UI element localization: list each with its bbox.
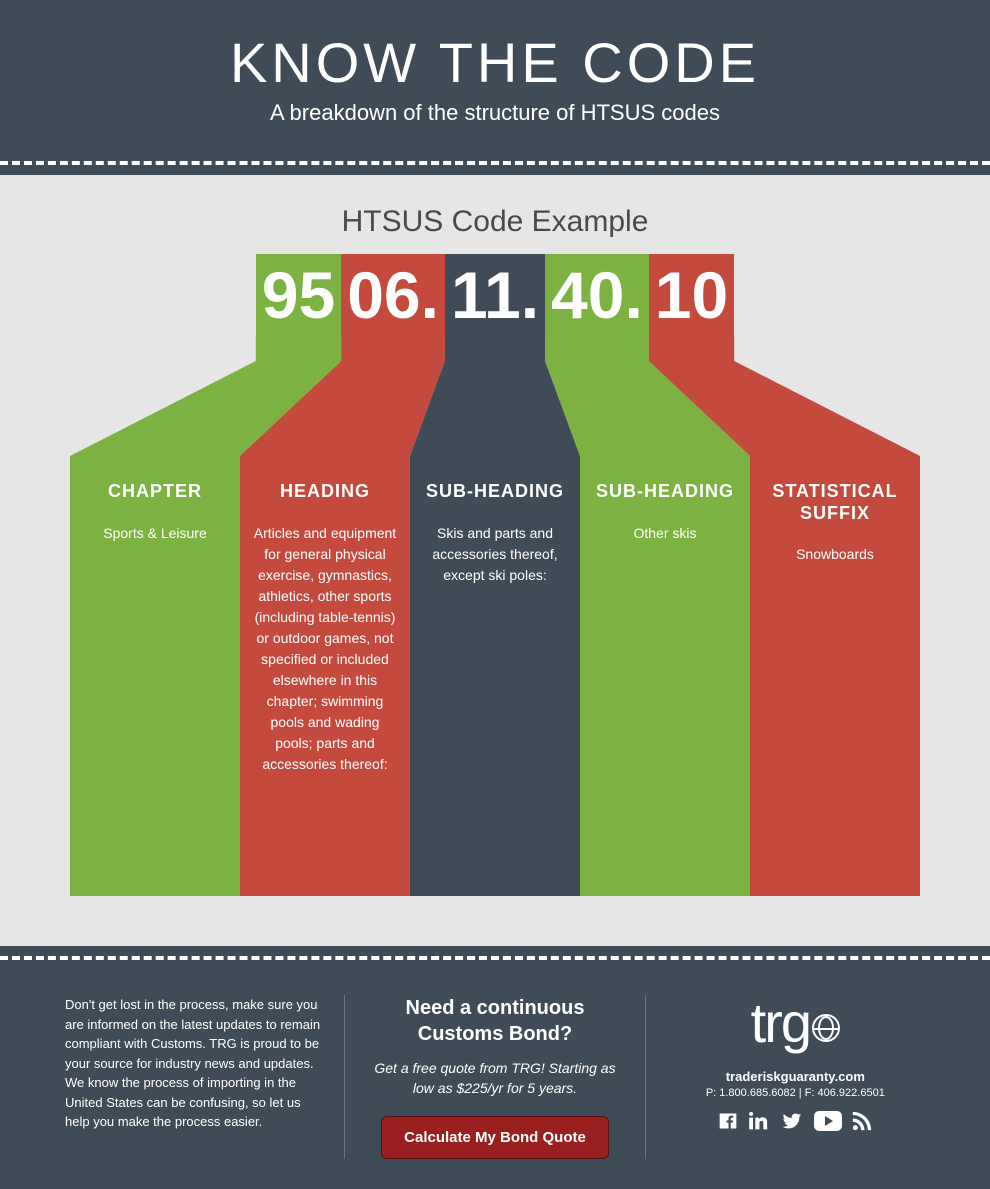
page-footer: Don't get lost in the process, make sure… — [0, 970, 990, 1189]
code-segment-1: 06. — [341, 254, 445, 336]
footer-cta-title: Need a continuous Customs Bond? — [365, 995, 624, 1047]
column-description: Sports & Leisure — [82, 523, 228, 544]
footer-cta-section: Need a continuous Customs Bond? Get a fr… — [344, 995, 645, 1159]
globe-icon — [812, 1014, 840, 1042]
breakdown-column-4: STATISTICAL SUFFIX Snowboards — [750, 456, 920, 896]
divider-top — [0, 151, 990, 175]
breakdown-column-3: SUB-HEADING Other skis — [580, 456, 750, 896]
column-title: HEADING — [252, 481, 398, 503]
code-segment-3: 40. — [545, 254, 649, 336]
divider-bottom — [0, 946, 990, 970]
linkedin-icon[interactable] — [748, 1111, 770, 1137]
main-content: HTSUS Code Example 9506.11.40.10 CHAPTER… — [0, 175, 990, 946]
footer-about: Don't get lost in the process, make sure… — [45, 995, 344, 1159]
footer-contact: P: 1.800.685.6082 | F: 406.922.6501 — [666, 1087, 925, 1099]
page-header: KNOW THE CODE A breakdown of the structu… — [0, 0, 990, 151]
column-description: Skis and parts and accessories thereof, … — [422, 523, 568, 586]
calculate-quote-button[interactable]: Calculate My Bond Quote — [381, 1116, 609, 1159]
column-description: Articles and equipment for general physi… — [252, 523, 398, 775]
page-title: KNOW THE CODE — [0, 30, 990, 95]
footer-brand: trg traderiskguaranty.com P: 1.800.685.6… — [646, 995, 945, 1159]
twitter-icon[interactable] — [780, 1111, 804, 1137]
rss-icon[interactable] — [852, 1111, 872, 1137]
social-icons — [666, 1111, 925, 1137]
connector-graphics — [70, 336, 920, 456]
breakdown-columns: CHAPTER Sports & Leisure HEADING Articles a… — [70, 456, 920, 896]
breakdown-column-1: HEADING Articles and equipment for genera… — [240, 456, 410, 896]
code-segment-0: 95 — [256, 254, 341, 336]
column-title: CHAPTER — [82, 481, 228, 503]
footer-about-text: Don't get lost in the process, make sure… — [65, 995, 324, 1132]
column-title: STATISTICAL SUFFIX — [762, 481, 908, 524]
column-description: Other skis — [592, 523, 738, 544]
page-subtitle: A breakdown of the structure of HTSUS co… — [0, 100, 990, 126]
youtube-icon[interactable] — [814, 1111, 842, 1137]
footer-website: traderiskguaranty.com — [666, 1069, 925, 1084]
breakdown-column-0: CHAPTER Sports & Leisure — [70, 456, 240, 896]
column-description: Snowboards — [762, 544, 908, 565]
column-title: SUB-HEADING — [422, 481, 568, 503]
footer-cta-sub: Get a free quote from TRG! Starting as l… — [365, 1059, 624, 1098]
column-title: SUB-HEADING — [592, 481, 738, 503]
example-label: HTSUS Code Example — [70, 205, 920, 239]
breakdown-column-2: SUB-HEADING Skis and parts and accessorie… — [410, 456, 580, 896]
trg-logo: trg — [751, 995, 840, 1051]
code-segment-2: 11. — [445, 254, 545, 336]
facebook-icon[interactable] — [718, 1111, 738, 1137]
code-segment-4: 10 — [649, 254, 734, 336]
htsus-code-bar: 9506.11.40.10 — [256, 254, 734, 336]
